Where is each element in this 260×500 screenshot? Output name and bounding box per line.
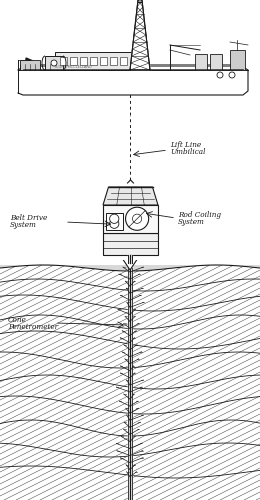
Polygon shape [122, 258, 138, 270]
Circle shape [110, 219, 119, 228]
Polygon shape [0, 420, 260, 457]
Bar [20, 60, 40, 70]
Polygon shape [0, 0, 260, 115]
Polygon shape [0, 315, 260, 349]
Polygon shape [103, 187, 158, 205]
Bar [195, 54, 207, 70]
Text: System: System [178, 218, 205, 226]
Polygon shape [0, 396, 260, 436]
Bar [80, 57, 87, 65]
Polygon shape [0, 375, 260, 414]
Polygon shape [0, 265, 260, 291]
Bar [101, 175, 160, 260]
Bar [45, 56, 63, 70]
Bar [60, 57, 67, 65]
Polygon shape [18, 65, 248, 95]
Text: Rod Coiling: Rod Coiling [178, 211, 221, 219]
Bar [90, 57, 97, 65]
Text: Umbilical: Umbilical [170, 148, 205, 156]
Circle shape [217, 72, 223, 78]
Polygon shape [26, 58, 33, 64]
Polygon shape [0, 443, 260, 478]
Polygon shape [0, 466, 260, 500]
Polygon shape [130, 0, 150, 70]
Bar [0, 265, 260, 500]
Bar [110, 57, 117, 65]
Polygon shape [0, 295, 260, 329]
Circle shape [110, 214, 119, 224]
Polygon shape [0, 352, 260, 389]
Bar [106, 213, 122, 230]
Circle shape [51, 60, 57, 66]
Bar [100, 57, 107, 65]
Bar [230, 50, 245, 70]
Bar [55, 52, 135, 70]
Text: System: System [10, 221, 37, 229]
Circle shape [126, 207, 149, 231]
Bar [103, 232, 158, 255]
Text: Penetrometer: Penetrometer [8, 323, 58, 331]
Text: FUGRO/MCCLELLAND: FUGRO/MCCLELLAND [55, 65, 93, 69]
Circle shape [229, 72, 235, 78]
Bar [120, 57, 127, 65]
Polygon shape [0, 331, 260, 368]
Bar [103, 205, 158, 233]
Polygon shape [0, 279, 260, 311]
Bar [210, 54, 222, 70]
Circle shape [133, 214, 142, 224]
Bar [70, 57, 77, 65]
Text: Belt Drive: Belt Drive [10, 214, 47, 222]
Text: Lift Line: Lift Line [170, 141, 201, 149]
Text: Cone: Cone [8, 316, 27, 324]
